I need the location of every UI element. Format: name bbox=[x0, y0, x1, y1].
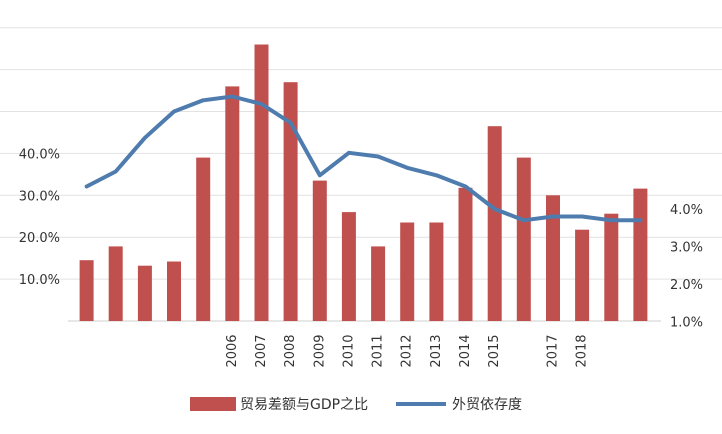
right-tick-label: 2.0% bbox=[670, 278, 703, 293]
x-tick-label: 2012 bbox=[400, 334, 415, 367]
line-path bbox=[84, 94, 643, 223]
gridlines bbox=[0, 27, 722, 322]
x-tick-label: 2006 bbox=[225, 334, 240, 367]
x-tick-label: 2009 bbox=[312, 334, 327, 367]
bar bbox=[196, 157, 211, 321]
bar bbox=[458, 187, 473, 321]
x-tick-label: 2018 bbox=[575, 334, 590, 367]
legend-label-bar: 贸易差额与GDP之比 bbox=[240, 397, 368, 413]
trade-dependence-line bbox=[84, 94, 643, 223]
bar bbox=[341, 212, 356, 321]
bar bbox=[108, 246, 123, 321]
bar bbox=[516, 157, 531, 321]
left-tick-label: 40.0% bbox=[19, 147, 60, 162]
bar bbox=[400, 222, 415, 321]
right-tick-label: 3.0% bbox=[670, 241, 703, 256]
bar bbox=[254, 44, 269, 321]
bar bbox=[79, 260, 94, 321]
x-axis: 2006 2007 2008 2009 2010 2011 2012 2013 2014 2015… bbox=[225, 334, 590, 367]
x-tick-label: 2013 bbox=[429, 334, 444, 367]
bar bbox=[633, 188, 648, 321]
right-tick-label: 1.0% bbox=[670, 316, 703, 331]
bar bbox=[312, 180, 327, 321]
x-tick-label: 2010 bbox=[341, 334, 356, 367]
x-tick-label: 2008 bbox=[283, 334, 298, 367]
bars bbox=[79, 44, 648, 322]
x-tick-label: 2011 bbox=[371, 334, 386, 367]
x-tick-label: 2014 bbox=[458, 334, 473, 367]
left-tick-label: 30.0% bbox=[19, 189, 60, 204]
bar bbox=[283, 82, 298, 321]
left-tick-label: 20.0% bbox=[19, 231, 60, 246]
bar bbox=[604, 213, 619, 321]
legend-label-line: 外贸依存度 bbox=[452, 397, 522, 413]
bar bbox=[225, 86, 240, 322]
left-axis: 10.0% 20.0% 30.0% 40.0% bbox=[19, 147, 60, 288]
bar bbox=[371, 246, 386, 321]
x-tick-label: 2017 bbox=[546, 334, 561, 367]
left-tick-label: 10.0% bbox=[19, 273, 60, 288]
x-tick-label: 2015 bbox=[487, 334, 502, 367]
legend-swatch-bar bbox=[190, 397, 236, 411]
bar bbox=[546, 195, 560, 321]
right-axis: 1.0% 2.0% 3.0% 4.0% bbox=[670, 203, 703, 331]
bar bbox=[167, 261, 181, 321]
legend: 贸易差额与GDP之比 外贸依存度 bbox=[190, 397, 522, 413]
bar bbox=[137, 265, 152, 321]
x-tick-label: 2007 bbox=[254, 334, 269, 367]
right-tick-label: 4.0% bbox=[670, 203, 703, 218]
bar bbox=[487, 126, 502, 321]
bar bbox=[429, 222, 444, 321]
bar bbox=[575, 229, 590, 321]
